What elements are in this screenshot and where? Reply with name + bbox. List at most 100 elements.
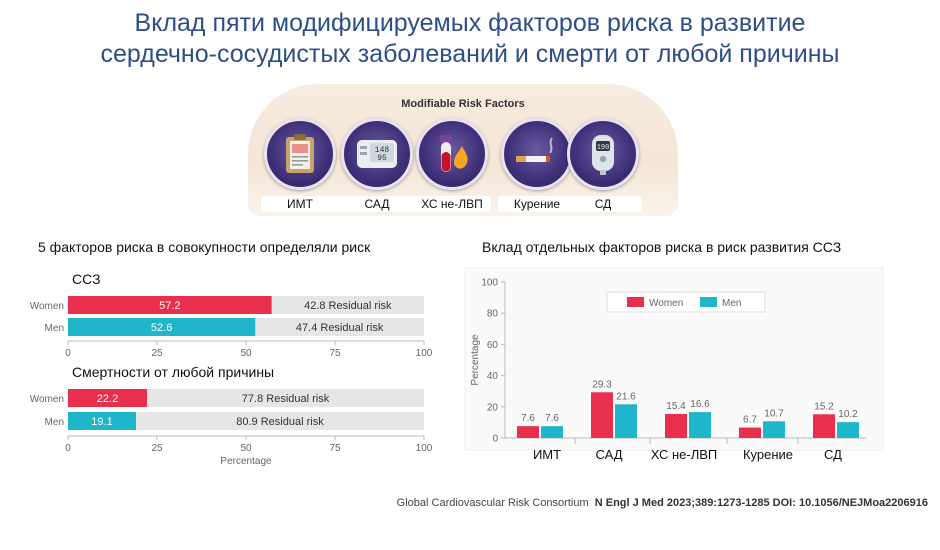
- mortality-tick-label: 100: [416, 443, 433, 454]
- risk-factor-banner-title: Modifiable Risk Factors: [401, 98, 525, 110]
- slide-title-line2: сердечно-сосудистых заболеваний и смерти…: [100, 40, 840, 68]
- cvd-attributable-label: 57.2: [159, 300, 180, 312]
- cvd-tick-label: 0: [65, 348, 71, 359]
- factor-category-label: ИМТ: [533, 447, 561, 462]
- factor-bar-men: [837, 422, 859, 438]
- factor-bar-women: [517, 426, 539, 438]
- cvd-chart-caption: ССЗ: [72, 271, 101, 287]
- mortality-row-label: Women: [30, 394, 64, 405]
- factor-bar-value-men: 10.7: [764, 408, 784, 419]
- cvd-tick-label: 25: [151, 348, 163, 359]
- risk-factor-label-diabetes: СД: [564, 196, 642, 212]
- mortality-residual-bar: [135, 412, 424, 430]
- factor-bar-value-women: 7.6: [521, 413, 535, 424]
- mortality-tick-label: 50: [240, 443, 252, 454]
- factor-category-label: СД: [824, 447, 842, 462]
- cvd-attributable-bar: [68, 318, 256, 336]
- cvd-residual-bar: [255, 318, 424, 336]
- factor-bar-women: [813, 414, 835, 438]
- factor-bar-value-men: 16.6: [690, 399, 710, 410]
- mortality-x-axis-title: Percentage: [220, 456, 272, 467]
- factor-bar-men: [615, 404, 637, 438]
- cvd-residual-label: 47.4 Residual risk: [296, 322, 384, 334]
- mortality-residual-label: 80.9 Residual risk: [236, 416, 324, 428]
- factor-legend-swatch-women: [627, 297, 644, 307]
- cvd-row-label: Men: [45, 323, 64, 334]
- cvd-residual-bar: [271, 296, 424, 314]
- right-panel-heading: Вклад отдельных факторов риска в риск ра…: [482, 239, 842, 255]
- factor-bar-value-women: 29.3: [592, 379, 612, 390]
- factor-bar-value-men: 10.2: [838, 409, 858, 420]
- left-panel-heading: 5 факторов риска в совокупности определя…: [38, 239, 371, 255]
- svg-text:190: 190: [597, 144, 610, 152]
- factor-legend-box: [606, 291, 766, 313]
- mortality-row-label: Men: [45, 417, 64, 428]
- cvd-residual-label: 42.8 Residual risk: [304, 300, 392, 312]
- risk-factor-bmi: ИМТ: [261, 118, 339, 212]
- risk-factor-non-hdl: ХС не-ЛВП: [413, 118, 491, 212]
- factor-bar-value-women: 15.4: [666, 401, 686, 412]
- factor-y-tick-label: 60: [487, 340, 499, 351]
- factor-bar-women: [665, 413, 687, 438]
- mortality-attributable-label: 22.2: [97, 393, 118, 405]
- factor-legend-label-women: Women: [649, 298, 683, 309]
- blood-tube-icon: [416, 118, 488, 190]
- factor-y-tick-label: 20: [487, 402, 499, 413]
- clipboard-bmi-icon: [264, 118, 336, 190]
- slide-title-line1: Вклад пяти модифицируемых факторов риска…: [134, 9, 806, 37]
- mortality-attributable-label: 19.1: [91, 416, 112, 428]
- cvd-attributable-bar: [68, 296, 272, 314]
- factor-bar-value-men: 7.6: [545, 413, 559, 424]
- factor-y-tick-label: 80: [487, 309, 499, 320]
- factor-y-tick-label: 40: [487, 371, 499, 382]
- citation-reference: N Engl J Med 2023;389:1273-1285 DOI: 10.…: [594, 497, 928, 509]
- svg-text:95: 95: [377, 154, 387, 163]
- factor-bar-men: [689, 412, 711, 438]
- citation: Global Cardiovascular Risk Consortium N …: [397, 497, 928, 509]
- blood-pressure-monitor-icon: 148 95: [341, 118, 413, 190]
- slide-title: Вклад пяти модифицируемых факторов риска…: [0, 8, 940, 70]
- mortality-residual-label: 77.8 Residual risk: [242, 393, 330, 405]
- risk-factor-smoking: Курение: [498, 118, 576, 212]
- risk-factor-banner: Modifiable Risk Factors ИМТ 148 95: [248, 84, 678, 216]
- citation-source: Global Cardiovascular Risk Consortium: [396, 497, 589, 509]
- risk-factor-label-sbp: САД: [338, 196, 416, 212]
- mortality-residual-bar: [147, 389, 425, 407]
- mortality-attributable-bar: [68, 389, 148, 407]
- cvd-attributable-label: 52.6: [151, 322, 172, 334]
- factor-y-tick-label: 0: [492, 434, 498, 445]
- mortality-tick-label: 25: [151, 443, 163, 454]
- factor-bar-women: [591, 392, 613, 438]
- factor-bar-women: [739, 427, 761, 438]
- risk-factor-diabetes: 190 СД: [564, 118, 642, 212]
- factor-legend-swatch-men: [700, 297, 717, 307]
- factor-legend-label-men: Men: [722, 298, 741, 309]
- risk-factor-sbp: 148 95 САД: [338, 118, 416, 212]
- factor-bar-value-women: 15.2: [814, 401, 834, 412]
- factor-bar-men: [763, 421, 785, 438]
- factor-category-label: ХС не-ЛВП: [651, 447, 718, 462]
- cvd-tick-label: 75: [329, 348, 341, 359]
- mortality-attributable-bar: [68, 412, 136, 430]
- mortality-tick-label: 0: [65, 443, 71, 454]
- mortality-tick-label: 75: [329, 443, 341, 454]
- risk-factor-label-non-hdl: ХС не-ЛВП: [413, 196, 491, 212]
- factor-category-label: Курение: [743, 447, 793, 462]
- cigarette-icon: [501, 118, 573, 190]
- factor-y-axis-title: Percentage: [470, 334, 481, 386]
- factor-y-tick-label: 100: [481, 278, 498, 289]
- glucometer-icon: 190: [567, 118, 639, 190]
- cvd-row-label: Women: [30, 301, 64, 312]
- risk-factor-label-smoking: Курение: [498, 196, 576, 212]
- cvd-tick-label: 50: [240, 348, 252, 359]
- svg-text:148: 148: [375, 146, 390, 155]
- cvd-tick-label: 100: [416, 348, 433, 359]
- factor-bar-men: [541, 426, 563, 438]
- mortality-chart-caption: Смертности от любой причины: [72, 364, 275, 380]
- risk-factor-label-bmi: ИМТ: [261, 196, 339, 212]
- factor-category-label: САД: [595, 447, 622, 462]
- factor-bar-value-men: 21.6: [616, 391, 636, 402]
